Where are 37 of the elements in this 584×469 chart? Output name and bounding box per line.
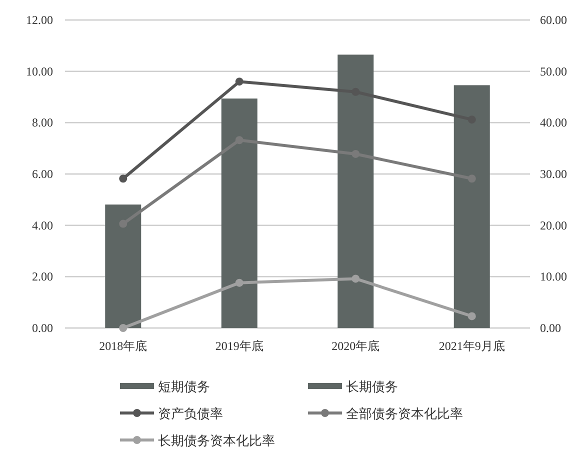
x-tick-label: 2020年底 [332,339,380,353]
y2-tick-label: 0.00 [540,321,561,335]
point [352,274,360,283]
x-tick-label: 2018年底 [99,339,148,353]
y2-tick-label: 30.00 [540,167,567,181]
point [235,78,244,86]
y2-tick-label: 40.00 [540,116,567,130]
y-tick-label: 0.00 [32,321,53,335]
y2-tick-label: 50.00 [540,64,567,78]
legend-label: 全部债务资本化比率 [346,406,463,421]
y2-tick-label: 10.00 [540,270,567,284]
y-tick-label: 12.00 [26,13,53,27]
point [119,324,128,332]
y-tick-label: 8.00 [32,116,53,130]
bar [105,204,142,328]
legend-label: 长期债务资本化比率 [158,433,275,448]
bar [338,54,374,328]
point [352,150,360,158]
legend-label: 资产负债率 [158,406,223,421]
point [119,174,128,183]
x-tick-label: 2021年9月底 [438,339,505,353]
y-tick-label: 10.00 [26,64,53,78]
point [468,312,476,320]
bar [221,98,258,328]
legend-label: 长期债务 [346,379,398,394]
point [119,220,128,228]
y-tick-label: 4.00 [32,218,53,232]
x-tick-label: 2019年底 [215,339,264,353]
y-tick-label: 6.00 [32,167,53,181]
bar [454,85,490,328]
y2-tick-label: 60.00 [540,13,567,27]
y-tick-label: 2.00 [32,270,53,284]
point [468,174,476,183]
point [235,278,244,287]
y2-tick-label: 20.00 [540,218,567,232]
point [235,136,244,144]
legend-label: 短期债务 [158,379,210,394]
